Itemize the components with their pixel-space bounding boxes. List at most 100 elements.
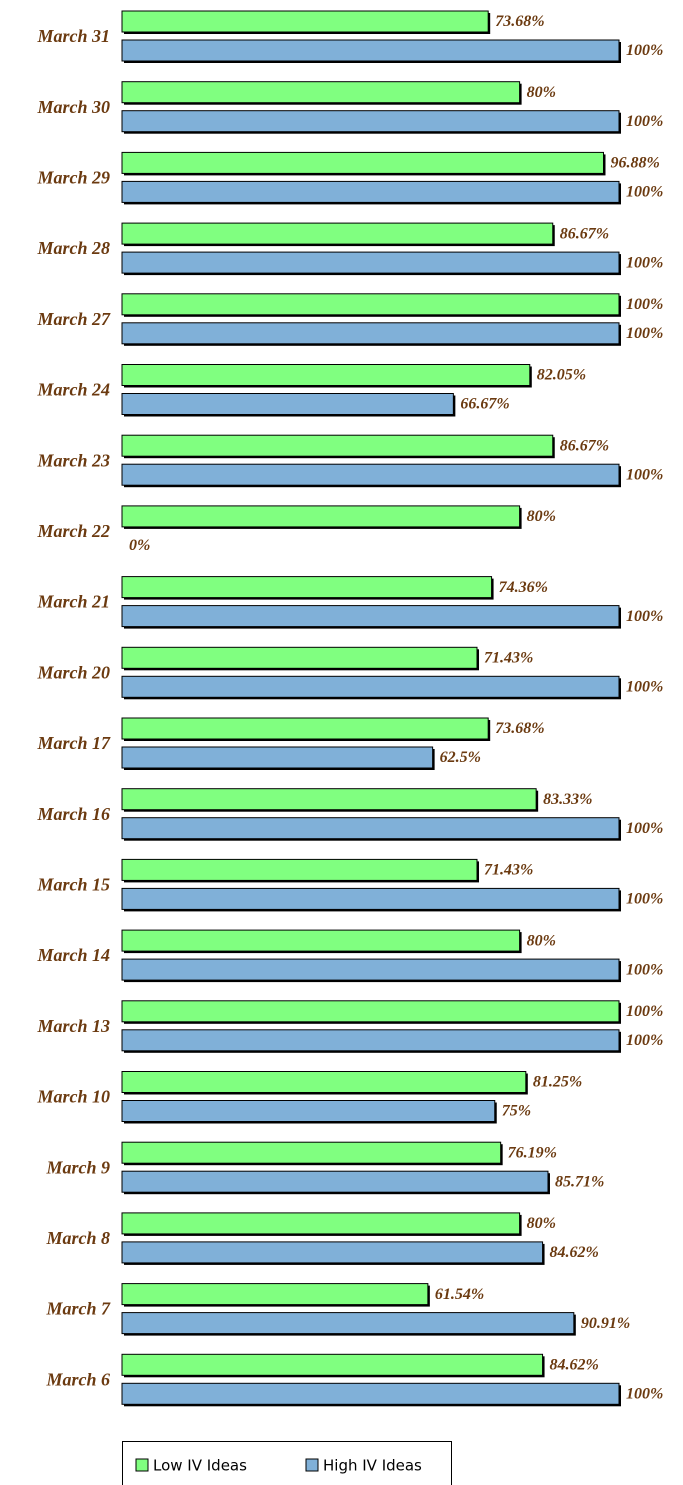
value-label: 82.05% [537,367,586,384]
category-label: March 9 [45,1157,110,1177]
bar [121,251,620,274]
category-label: March 31 [36,26,110,46]
category-label: March 7 [45,1299,111,1319]
bar [121,1312,575,1335]
bar [121,929,521,952]
category-label: March 8 [45,1228,110,1248]
value-label: 84.62% [550,1356,599,1373]
value-label: 75% [502,1103,531,1120]
category-label: March 17 [36,733,111,753]
bar [121,887,620,910]
value-label: 85.71% [555,1173,604,1190]
bar [121,646,478,669]
value-label: 90.91% [581,1315,630,1332]
value-label: 100% [626,678,663,695]
value-label: 100% [626,820,663,837]
legend-swatch [305,1458,319,1472]
bar [121,110,620,133]
bar [121,1283,429,1306]
value-label: 73.68% [495,720,544,737]
bar [121,1382,620,1405]
bar [121,1141,502,1164]
value-label: 73.68% [495,13,544,30]
value-label: 100% [626,113,663,130]
category-label: March 28 [36,238,110,258]
bar [121,576,493,599]
bar [121,1241,544,1264]
bar [121,151,604,174]
bar [121,1100,496,1122]
category-label: March 21 [36,592,110,612]
value-label: 100% [626,608,663,625]
category-label: March 13 [36,1016,110,1036]
category-label: March 27 [36,309,111,329]
bar [121,81,521,104]
bar [121,1212,521,1235]
value-label: 76.19% [508,1144,557,1161]
bar [121,1353,544,1376]
bar [121,180,620,203]
category-label: March 29 [36,168,110,188]
bar [121,1071,527,1093]
value-label: 83.33% [543,791,592,808]
value-label: 66.67% [460,396,509,413]
legend-swatch [135,1458,149,1472]
bar [121,958,620,981]
category-label: March 15 [36,875,110,895]
bar [121,505,521,528]
value-label: 100% [626,184,663,201]
bar [121,817,620,840]
value-label: 100% [626,42,663,59]
bar [121,788,537,811]
bar [121,675,620,698]
category-label: March 20 [36,662,110,682]
value-label: 81.25% [533,1074,582,1091]
value-label: 86.67% [560,437,609,454]
value-label: 71.43% [484,862,533,879]
value-label: 80% [527,84,556,101]
category-label: March 14 [36,945,110,965]
legend-box [122,1441,452,1485]
category-label: March 24 [36,380,110,400]
value-label: 86.67% [560,225,609,242]
value-label: 74.36% [499,579,548,596]
value-label: 100% [626,466,663,483]
category-label: March 23 [36,450,110,470]
bar [121,1000,620,1023]
bar [121,434,554,457]
value-label: 100% [626,1385,663,1402]
bar [121,393,454,415]
value-label: 80% [527,1215,556,1232]
bar [121,322,620,345]
value-label: 100% [626,1032,663,1049]
bar [121,858,478,881]
bar [121,222,554,245]
value-label: 100% [626,891,663,908]
bar [121,10,489,33]
category-label: March 16 [36,804,110,824]
value-label: 62.5% [440,749,481,766]
bar [121,463,620,486]
category-label: March 10 [36,1087,110,1107]
category-label: March 6 [45,1369,110,1389]
bar [121,293,620,316]
value-label: 80% [527,932,556,949]
bar [121,717,489,740]
category-label: March 22 [36,521,110,541]
bar [121,39,620,62]
bar [121,605,620,628]
value-label: 0% [129,537,150,554]
value-label: 61.54% [435,1286,484,1303]
value-label: 100% [626,254,663,271]
value-label: 80% [527,508,556,525]
value-label: 84.62% [550,1244,599,1261]
bar [121,746,434,769]
category-label: March 30 [36,97,110,117]
value-label: 100% [626,961,663,978]
bar [121,1029,620,1052]
value-label: 100% [626,1003,663,1020]
value-label: 100% [626,296,663,313]
value-label: 96.88% [610,155,659,172]
legend-label: Low IV Ideas [153,1457,247,1475]
